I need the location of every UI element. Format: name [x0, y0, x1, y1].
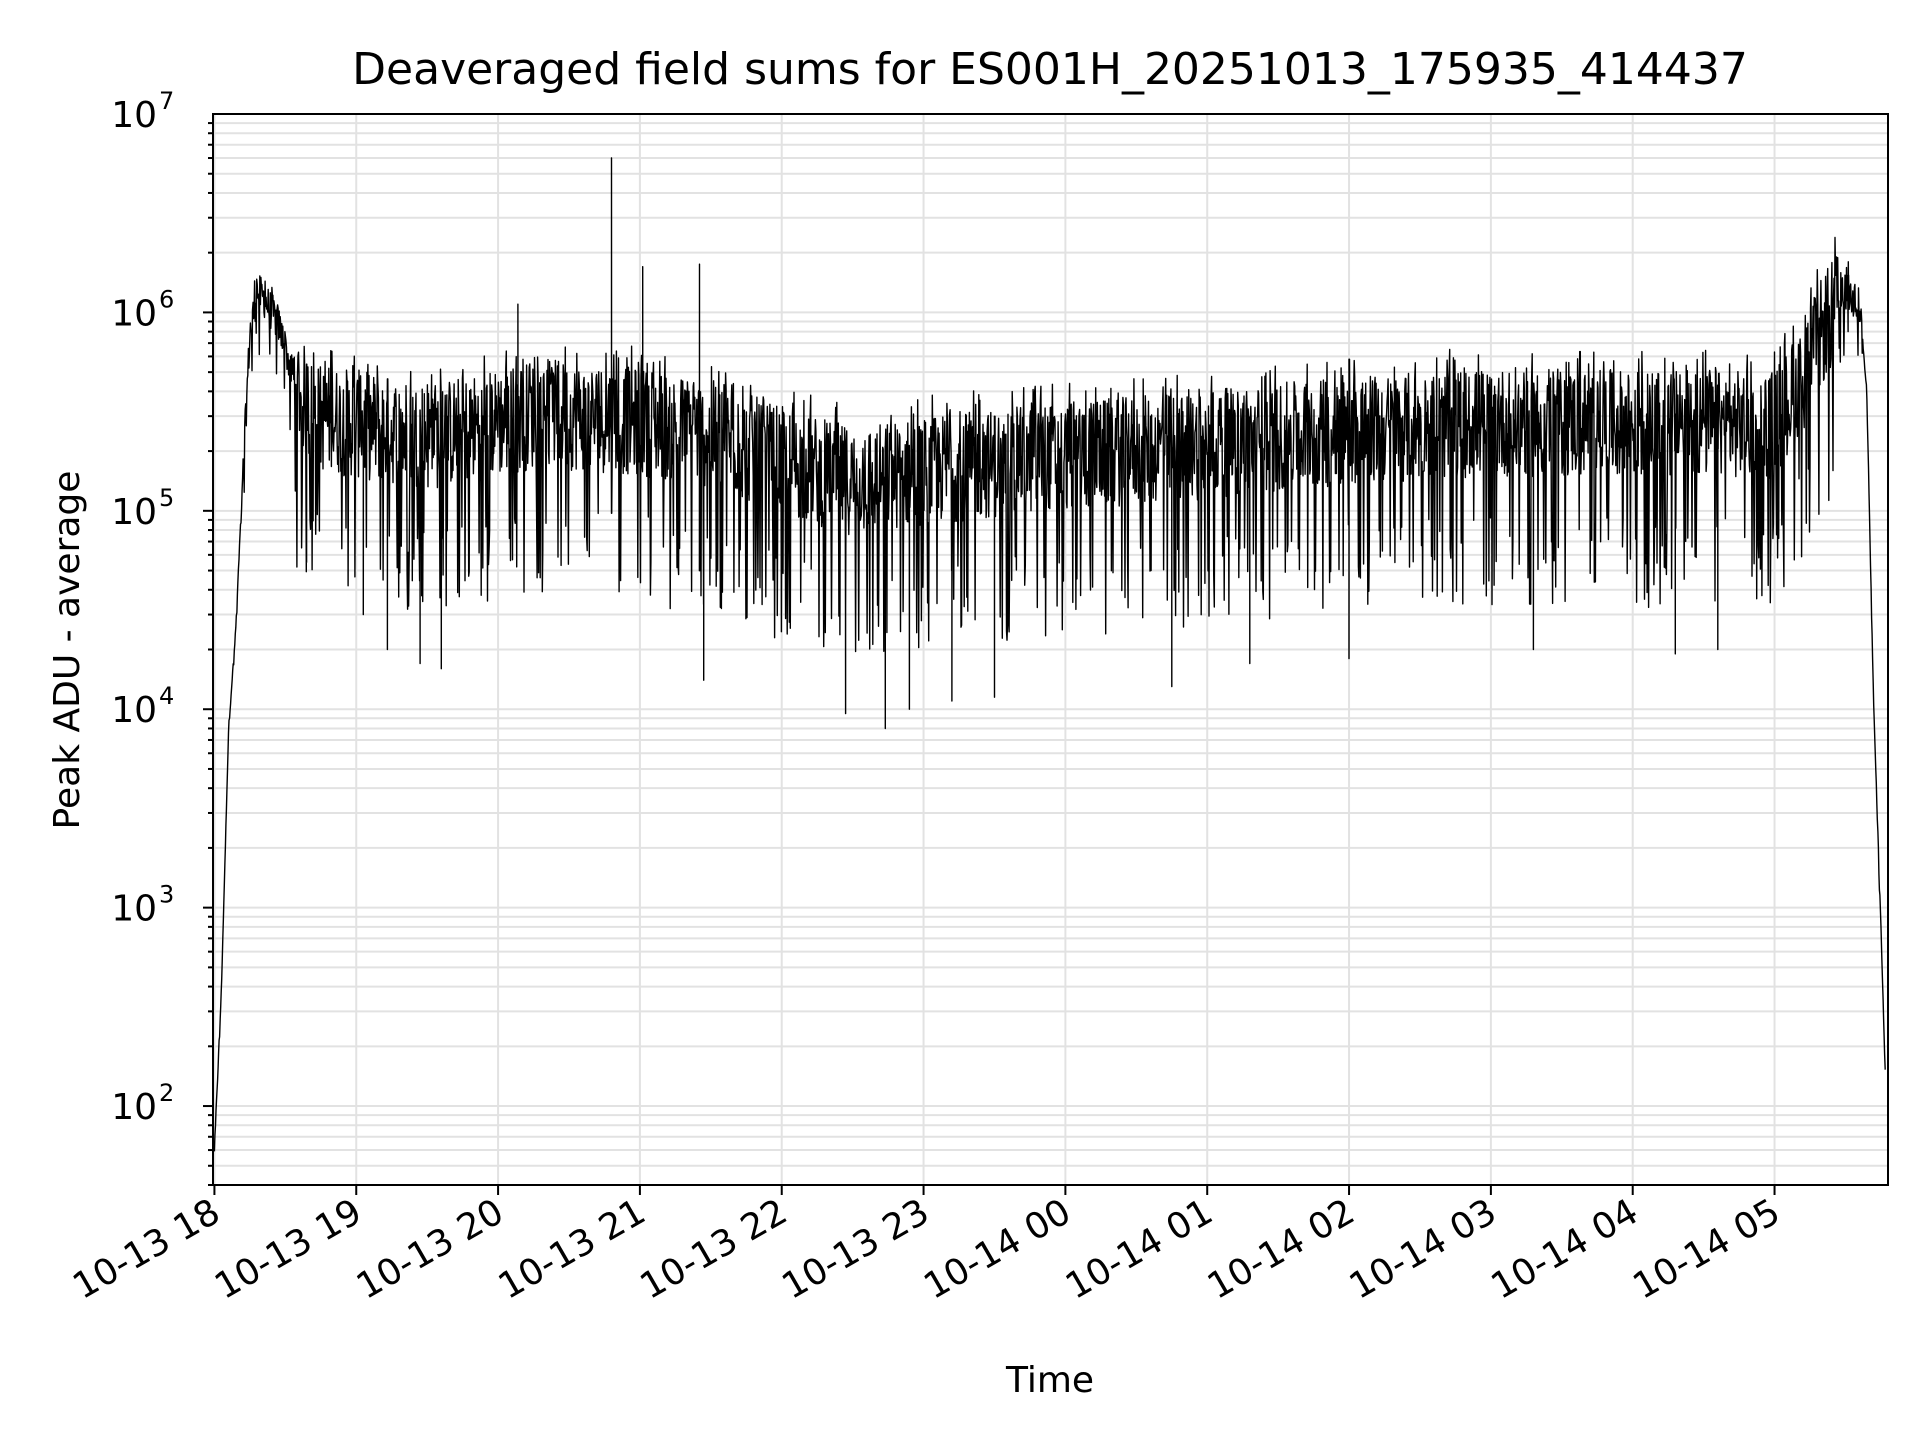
chart-title: Deaveraged field sums for ES001H_2025101…: [352, 44, 1748, 95]
y-tick-label: 10: [111, 95, 157, 136]
y-tick-exponent: 4: [159, 682, 174, 710]
y-tick-label: 10: [111, 492, 157, 533]
data-layer: [213, 157, 1886, 1152]
y-tick-exponent: 7: [159, 87, 174, 115]
y-tick-exponent: 5: [159, 484, 174, 512]
plot-frame: [212, 113, 1889, 1186]
y-axis-label: Peak ADU - average: [47, 471, 88, 830]
y-tick-base: 10: [111, 293, 157, 334]
y-tick-base: 10: [111, 1087, 157, 1128]
y-tick-exponent: 3: [159, 881, 174, 909]
y-tick-exponent: 6: [159, 285, 174, 313]
y-tick-base: 10: [111, 95, 157, 136]
series-line: [213, 157, 1886, 1152]
y-tick-base: 10: [111, 492, 157, 533]
x-axis-label: Time: [1005, 1360, 1094, 1401]
y-tick-base: 10: [111, 690, 157, 731]
y-tick-base: 10: [111, 889, 157, 930]
y-tick-exponent: 2: [159, 1079, 174, 1107]
y-tick-label: 10: [111, 1087, 157, 1128]
y-tick-label: 10: [111, 293, 157, 334]
y-tick-label: 10: [111, 690, 157, 731]
y-tick-label: 10: [111, 889, 157, 930]
